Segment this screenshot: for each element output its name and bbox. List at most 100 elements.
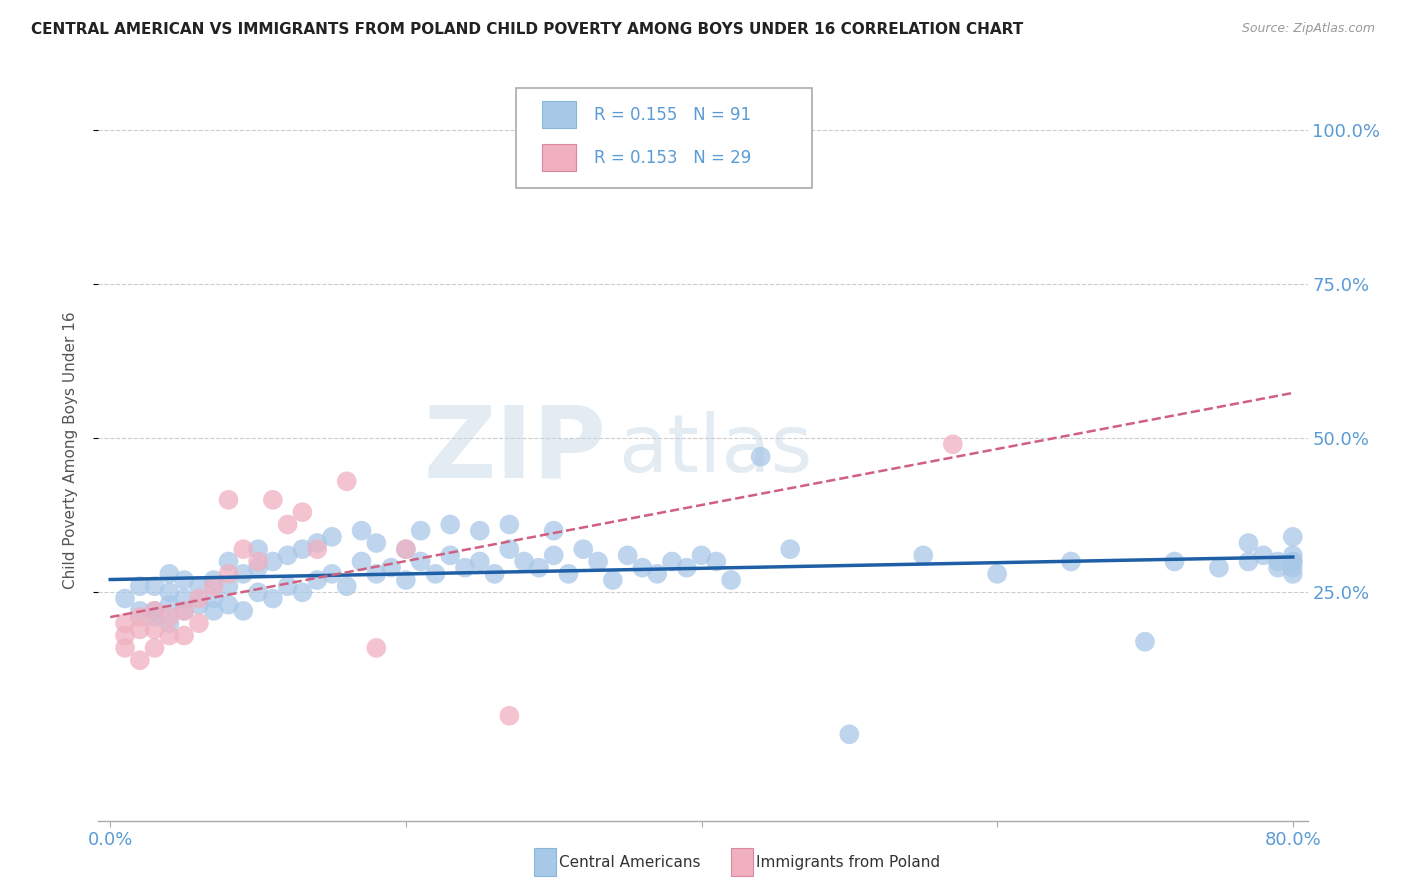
Point — [366, 640, 388, 655]
Point — [291, 505, 314, 519]
Point — [350, 555, 373, 569]
Point — [143, 604, 166, 618]
Point — [114, 640, 136, 655]
Point — [262, 591, 284, 606]
Point — [291, 542, 314, 557]
Point — [1281, 560, 1303, 574]
Bar — [543, 102, 576, 128]
Point — [187, 598, 209, 612]
Point — [128, 604, 150, 618]
Point — [143, 604, 166, 618]
Point — [395, 542, 418, 557]
Point — [675, 560, 697, 574]
Point — [247, 555, 270, 569]
Point — [1133, 634, 1156, 648]
Point — [143, 610, 166, 624]
Point — [247, 585, 270, 599]
Point — [425, 566, 447, 581]
Point — [1237, 536, 1260, 550]
Point — [218, 579, 240, 593]
Point — [218, 566, 240, 581]
Point — [291, 585, 314, 599]
Point — [128, 653, 150, 667]
Point — [277, 517, 299, 532]
Point — [128, 623, 150, 637]
Text: Immigrants from Poland: Immigrants from Poland — [756, 855, 941, 870]
Point — [468, 524, 491, 538]
Point — [1281, 555, 1303, 569]
Point — [1163, 555, 1185, 569]
Point — [307, 542, 329, 557]
Point — [1237, 555, 1260, 569]
Point — [247, 560, 270, 574]
Point — [366, 566, 388, 581]
Point — [527, 560, 550, 574]
Point — [498, 542, 520, 557]
Text: R = 0.155   N = 91: R = 0.155 N = 91 — [595, 106, 751, 124]
Text: atlas: atlas — [619, 411, 813, 490]
Point — [173, 604, 195, 618]
Point — [439, 517, 461, 532]
Point — [1251, 549, 1274, 563]
Point — [1267, 555, 1289, 569]
Point — [202, 604, 225, 618]
Point — [173, 573, 195, 587]
Text: CENTRAL AMERICAN VS IMMIGRANTS FROM POLAND CHILD POVERTY AMONG BOYS UNDER 16 COR: CENTRAL AMERICAN VS IMMIGRANTS FROM POLA… — [31, 22, 1024, 37]
Text: Central Americans: Central Americans — [560, 855, 700, 870]
Point — [173, 591, 195, 606]
Point — [336, 579, 359, 593]
Point — [128, 610, 150, 624]
Point — [1267, 560, 1289, 574]
Point — [454, 560, 477, 574]
Point — [143, 623, 166, 637]
Point — [247, 542, 270, 557]
Point — [232, 542, 254, 557]
Point — [232, 604, 254, 618]
Point — [395, 542, 418, 557]
Point — [498, 517, 520, 532]
Point — [157, 629, 180, 643]
Point — [498, 708, 520, 723]
Point — [128, 579, 150, 593]
Point — [143, 579, 166, 593]
Point — [157, 566, 180, 581]
Point — [277, 579, 299, 593]
Point — [218, 492, 240, 507]
Point — [218, 598, 240, 612]
Point — [484, 566, 506, 581]
Point — [395, 573, 418, 587]
Point — [1060, 555, 1083, 569]
Point — [616, 549, 638, 563]
Point — [1208, 560, 1230, 574]
Point — [602, 573, 624, 587]
Point — [704, 555, 727, 569]
Point — [202, 579, 225, 593]
Point — [645, 566, 668, 581]
Point — [350, 524, 373, 538]
Point — [157, 598, 180, 612]
Point — [557, 566, 579, 581]
Point — [366, 536, 388, 550]
Point — [1281, 555, 1303, 569]
Point — [572, 542, 595, 557]
Point — [187, 616, 209, 631]
Point — [202, 573, 225, 587]
Point — [1281, 549, 1303, 563]
Point — [143, 640, 166, 655]
Point — [586, 555, 609, 569]
Point — [1281, 566, 1303, 581]
Point — [114, 591, 136, 606]
Point — [277, 549, 299, 563]
Point — [218, 555, 240, 569]
Point — [114, 629, 136, 643]
Point — [838, 727, 860, 741]
Point — [749, 450, 772, 464]
Point — [543, 524, 565, 538]
Point — [307, 573, 329, 587]
Point — [321, 566, 343, 581]
FancyBboxPatch shape — [516, 87, 811, 187]
Point — [262, 555, 284, 569]
Point — [173, 629, 195, 643]
Point — [720, 573, 742, 587]
Point — [157, 616, 180, 631]
